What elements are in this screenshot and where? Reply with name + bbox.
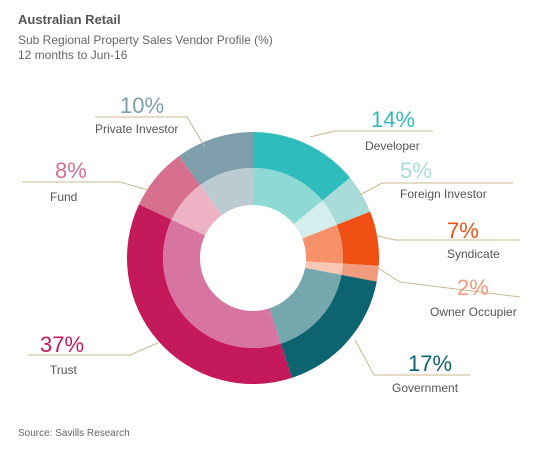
leader-line-foreign-investor (359, 182, 513, 196)
donut-labels: 14% Developer 5% Foreign Investor 7% Syndicat… (22, 93, 521, 395)
slice-syndicate (336, 211, 380, 266)
slice-foreign-investor (322, 177, 371, 225)
slice-inner-syndicate (302, 224, 343, 264)
leader-line-owner-occupier (377, 267, 521, 298)
slice-inner-fund (171, 185, 222, 236)
percent-label-foreign-investor: 5% (400, 158, 432, 183)
source-note: Source: Savills Research (18, 428, 130, 439)
slice-inner-government (269, 267, 342, 344)
slice-owner-occupier (341, 263, 379, 282)
slice-inner-private-investor (200, 168, 253, 216)
category-label-trust: Trust (50, 363, 78, 377)
percent-label-private-investor: 10% (120, 93, 164, 118)
chart-title: Australian Retail (18, 12, 121, 27)
category-label-syndicate: Syndicate (447, 247, 500, 261)
percent-label-syndicate: 7% (447, 218, 479, 243)
slice-developer (253, 132, 351, 201)
percent-label-owner-occupier: 2% (457, 275, 489, 300)
leader-line-private-investor (95, 116, 206, 148)
slice-inner-developer (253, 168, 323, 225)
category-label-government: Government (392, 381, 459, 395)
chart-subtitle: Sub Regional Property Sales Vendor Profi… (18, 33, 273, 63)
category-label-developer: Developer (365, 139, 420, 153)
slice-trust (126, 204, 292, 384)
category-label-foreign-investor: Foreign Investor (400, 187, 487, 201)
slice-inner-owner-occupier (305, 261, 343, 275)
leader-line-developer (309, 130, 433, 138)
percent-label-trust: 37% (40, 332, 84, 357)
leader-line-syndicate (377, 235, 520, 241)
slice-inner-trust (162, 219, 281, 348)
category-label-private-investor: Private Investor (95, 122, 178, 136)
percent-label-government: 17% (408, 351, 452, 376)
slice-private-investor (178, 132, 253, 186)
percent-label-developer: 14% (371, 107, 415, 132)
leader-line-government (354, 339, 470, 376)
chart-period: 12 months to Jun-16 (18, 48, 128, 62)
slice-inner-foreign-investor (293, 200, 337, 239)
category-label-owner-occupier: Owner Occupier (430, 305, 517, 319)
leader-line-trust (28, 342, 159, 356)
chart-subtitle-line: Sub Regional Property Sales Vendor Profi… (18, 33, 273, 47)
slice-government (280, 274, 377, 378)
category-label-fund: Fund (50, 190, 77, 204)
slice-fund (138, 156, 201, 220)
percent-label-fund: 8% (55, 158, 87, 183)
leader-line-fund (22, 181, 149, 191)
donut-slices (126, 132, 380, 384)
